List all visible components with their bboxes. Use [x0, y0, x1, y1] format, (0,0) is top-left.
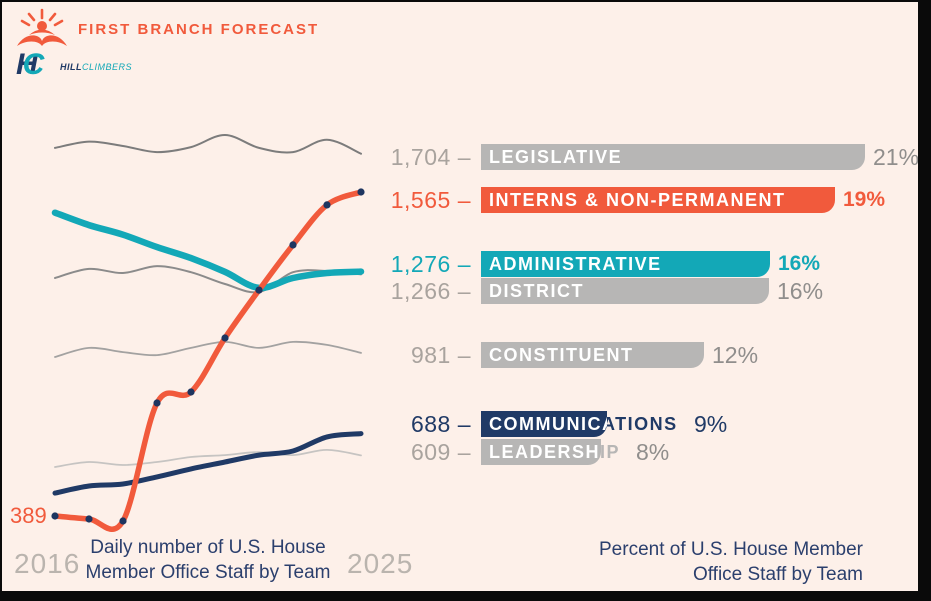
bottom-edge-strip	[0, 591, 931, 601]
team-percent-label: 19%	[843, 188, 886, 211]
team-percent-label: 21%	[873, 144, 920, 170]
team-name-on-bar: ADMINISTRATIVE	[481, 251, 770, 277]
team-name-text: INTERNS & NON-PERMANENT	[489, 190, 786, 210]
team-name-text: CONSTITUENT	[489, 345, 634, 365]
sunrise-dome-icon	[17, 8, 67, 46]
team-percent-label: 16%	[778, 252, 821, 275]
team-name-text: DISTRICT	[489, 281, 584, 301]
hc-monogram-h: H	[16, 48, 38, 81]
team-value-label: 1,565 –	[390, 187, 471, 213]
right-edge-strip	[918, 0, 931, 601]
brand-title: FIRST BRANCH FORECAST	[78, 21, 320, 38]
team-value-label: 1,266 –	[390, 278, 471, 304]
team-row-leadership: 609 –LEADERSHIPLEADERSHIP8%	[0, 439, 931, 465]
team-name-on-bar: COMMUNICATIONS	[481, 411, 607, 437]
team-name-overflow-text: COMMUNICATIONS	[489, 414, 678, 434]
x-axis-label-2016: 2016	[14, 548, 81, 579]
team-bar-fill	[481, 187, 835, 213]
team-row-communications: 688 –COMMUNICATIONSCOMMUNICATIONS9%	[0, 411, 931, 437]
right-chart-caption: Percent of U.S. House Member Office Staf…	[599, 539, 863, 585]
team-name-overflow-text: LEGISLATIVE	[489, 147, 623, 167]
interns-start-value: 389	[10, 503, 47, 528]
team-name-on-bar: DISTRICT	[481, 278, 769, 304]
team-name-overflow-text: CONSTITUENT	[489, 345, 634, 365]
team-name-overflow-text: DISTRICT	[489, 281, 584, 301]
top-edge-strip	[0, 0, 931, 2]
team-name-text: ADMINISTRATIVE	[489, 254, 662, 274]
hillclimbers-wordmark: HILLCLIMBERS	[60, 62, 133, 72]
interns-data-point	[221, 334, 229, 342]
team-name-overflow-text: INTERNS & NON-PERMANENT	[489, 190, 786, 210]
team-row-interns-non-permanent: 1,565 – INTERNS & NON-PERMANENT INTERNS & …	[0, 187, 931, 213]
interns-data-point	[289, 241, 297, 249]
team-bar-fill	[481, 144, 865, 170]
team-row-district: 1,266 – DISTRICT DISTRICT 16%	[0, 278, 931, 304]
team-row-legislative: 1,704 – LEGISLATIVE LEGISLATIVE 21%	[0, 144, 931, 170]
interns-data-point	[119, 517, 127, 525]
team-bar-fill	[481, 439, 601, 465]
team-percent-label: 16%	[777, 278, 824, 304]
team-name-text: LEADERSHIP	[489, 442, 601, 462]
team-percent-label: 12%	[712, 342, 759, 368]
interns-data-point	[187, 388, 195, 396]
left-edge-strip	[0, 0, 2, 601]
team-name-text: COMMUNICATIONS	[489, 414, 607, 434]
team-row-constituent: 981 – CONSTITUENT CONSTITUENT 12%	[0, 342, 931, 368]
team-value-label: 688 –	[410, 411, 471, 437]
team-name-on-bar: LEGISLATIVE	[481, 144, 865, 170]
hc-monogram-c: C	[22, 48, 45, 81]
team-name-on-bar: INTERNS & NON-PERMANENT	[481, 187, 835, 213]
team-value-label: 1,704 –	[390, 144, 471, 170]
team-percent-label: 8%	[636, 439, 670, 465]
hillclimbers-logo: HC	[16, 48, 44, 82]
interns-data-point	[85, 515, 93, 523]
team-name-overflow-text: ADMINISTRATIVE	[489, 254, 662, 274]
team-value-label: 609 –	[410, 439, 471, 465]
team-name-on-bar: CONSTITUENT	[481, 342, 704, 368]
interns-data-point	[153, 399, 161, 407]
team-name-on-bar: LEADERSHIP	[481, 439, 601, 465]
team-name-text: LEGISLATIVE	[489, 147, 623, 167]
team-percent-label: 9%	[694, 411, 728, 437]
team-row-administrative: 1,276 – ADMINISTRATIVE ADMINISTRATIVE 16%	[0, 251, 931, 277]
interns-data-point	[51, 512, 59, 520]
team-value-label: 981 –	[410, 342, 471, 368]
team-bar-fill	[481, 278, 769, 304]
x-axis-label-2025: 2025	[347, 548, 414, 579]
team-name-overflow-text: LEADERSHIP	[489, 442, 621, 462]
team-bar-fill	[481, 251, 770, 277]
team-bar-fill	[481, 342, 704, 368]
team-value-label: 1,276 –	[390, 251, 471, 277]
left-chart-caption: Daily number of U.S. House Member Office…	[85, 537, 331, 583]
team-bar-fill	[481, 411, 607, 437]
